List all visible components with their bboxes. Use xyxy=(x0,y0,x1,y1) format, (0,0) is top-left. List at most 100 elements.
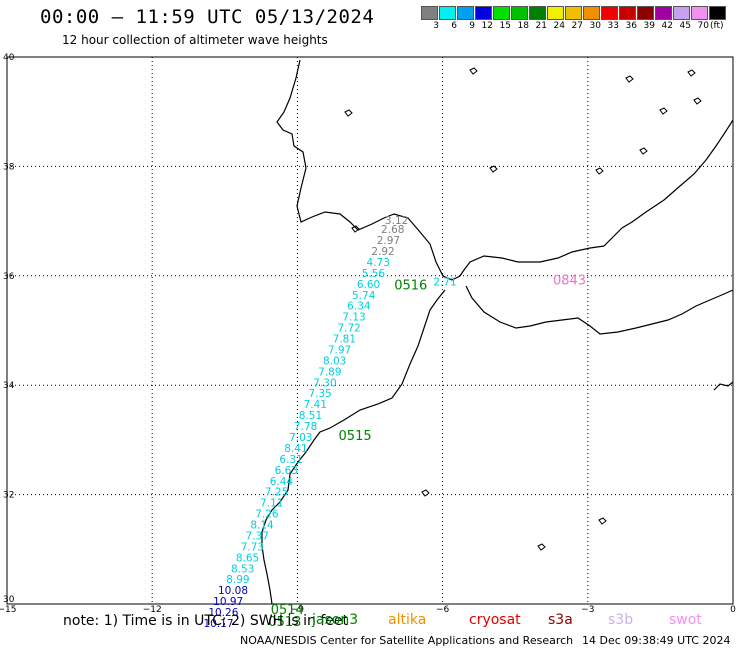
satellite-name: jason3 xyxy=(312,612,359,628)
island xyxy=(595,167,604,175)
legend-label: 15 xyxy=(499,21,511,31)
credit-text: NOAA/NESDIS Center for Satellite Applica… xyxy=(240,634,574,647)
lat-tick-label: 36 xyxy=(3,272,15,282)
wave-height-label: 5.74 xyxy=(352,290,376,302)
legend-label: 6 xyxy=(451,21,457,31)
pass-time-label: 0843 xyxy=(553,274,586,289)
wave-height-label: 5.56 xyxy=(362,268,386,280)
wave-height-label: 2.68 xyxy=(381,224,404,236)
island xyxy=(687,69,696,77)
pass-time-label: 0514 xyxy=(271,603,304,618)
legend-swatch xyxy=(565,6,582,20)
footer-note: note: 1) Time is in UTC; 2) SWH is in fe… xyxy=(63,613,349,629)
island xyxy=(351,225,360,233)
legend-swatch xyxy=(493,6,510,20)
coastline xyxy=(261,289,446,605)
island xyxy=(469,67,478,75)
legend-label: 70 xyxy=(697,21,709,31)
legend-swatch xyxy=(421,6,438,20)
wave-height-label: 7.25 xyxy=(265,487,288,499)
legend-label: 9 xyxy=(469,21,475,31)
page-subtitle: 12 hour collection of altimeter wave hei… xyxy=(62,33,328,47)
wave-height-label: 6.63 xyxy=(275,465,298,477)
wave-height-label: 7.26 xyxy=(255,509,279,521)
coastline xyxy=(713,381,734,391)
wave-height-label: 7.89 xyxy=(318,366,341,378)
map-frame xyxy=(6,56,734,605)
island xyxy=(598,517,607,525)
island xyxy=(489,165,498,173)
satellite-name: cryosat xyxy=(469,612,521,628)
wave-height-label: 2.97 xyxy=(377,235,400,247)
lon-tick-label: 0 xyxy=(730,605,736,615)
legend-swatch xyxy=(457,6,474,20)
lon-tick-label: −9 xyxy=(291,605,305,615)
wave-height-label: 6.34 xyxy=(347,301,371,313)
legend-swatch xyxy=(439,6,456,20)
legend-label: 39 xyxy=(643,21,655,31)
legend-swatch xyxy=(529,6,546,20)
satellite-name: altika xyxy=(388,612,427,628)
wave-height-label: 6.31 xyxy=(279,454,302,466)
wave-height-label: 8.53 xyxy=(231,563,254,575)
wave-height-label: 7.30 xyxy=(313,377,336,389)
island xyxy=(344,109,353,117)
coastline xyxy=(276,59,734,281)
satellite-name: s3b xyxy=(608,612,634,628)
legend-swatch xyxy=(619,6,636,20)
wave-height-label: 10.17 xyxy=(203,618,233,630)
wave-height-label: 7.78 xyxy=(294,421,317,433)
wave-height-label: 2.71 xyxy=(433,277,456,289)
pass-time-label: 0513 xyxy=(268,615,301,630)
coastline xyxy=(465,285,734,335)
pass-time-label: 0515 xyxy=(339,429,372,444)
legend-swatch xyxy=(475,6,492,20)
lat-tick-label: 30 xyxy=(3,595,15,605)
island xyxy=(537,543,546,551)
island xyxy=(625,75,634,83)
legend-label: 27 xyxy=(571,21,583,31)
legend-label: 30 xyxy=(589,21,601,31)
timestamp: 14 Dec 09:38:49 UTC 2024 xyxy=(582,634,731,647)
pass-time-label: 0516 xyxy=(394,278,427,293)
satellite-name: s3a xyxy=(548,612,573,628)
island xyxy=(421,489,430,497)
legend-label: 18 xyxy=(517,21,529,31)
wave-height-label: 7.37 xyxy=(246,530,269,542)
legend-label: 45 xyxy=(679,21,691,31)
legend-swatch xyxy=(691,6,708,20)
satellite-name: swot xyxy=(669,612,702,628)
color-legend-labels: 3 6 9 12 15 18 21 24 27 30 33 36 39 42 45 70 xyxy=(421,21,709,31)
legend-label: 12 xyxy=(481,21,493,31)
lat-tick-label: 38 xyxy=(3,162,15,172)
lat-tick-label: 34 xyxy=(3,381,15,391)
legend-swatch xyxy=(673,6,690,20)
wave-height-label: 10.26 xyxy=(208,607,238,619)
wave-height-label: 7.35 xyxy=(308,388,331,400)
wave-height-label: 8.41 xyxy=(284,443,307,455)
legend-swatch xyxy=(637,6,654,20)
legend-label: 3 xyxy=(433,21,439,31)
legend-swatch xyxy=(583,6,600,20)
legend-unit: (ft) xyxy=(710,21,724,31)
legend-label: 21 xyxy=(535,21,547,31)
legend-label: 42 xyxy=(661,21,673,31)
color-legend xyxy=(421,6,727,20)
legend-swatch xyxy=(601,6,618,20)
legend-label: 24 xyxy=(553,21,565,31)
wave-height-label: 8.99 xyxy=(226,574,249,586)
wave-height-label: 4.73 xyxy=(367,257,390,269)
wave-height-label: 7.03 xyxy=(289,432,312,444)
wave-height-label: 7.72 xyxy=(337,323,360,335)
legend-swatch xyxy=(655,6,672,20)
wave-height-label: 8.03 xyxy=(323,355,346,367)
wave-height-label: 8.65 xyxy=(236,552,259,564)
wave-height-label: 7.97 xyxy=(328,344,351,356)
legend-swatch xyxy=(547,6,564,20)
lat-tick-label: 32 xyxy=(3,491,14,501)
wave-height-label: 8.51 xyxy=(299,410,322,422)
island xyxy=(693,97,702,105)
wave-height-label: 10.97 xyxy=(213,596,243,608)
lon-tick-label: −6 xyxy=(436,605,450,615)
